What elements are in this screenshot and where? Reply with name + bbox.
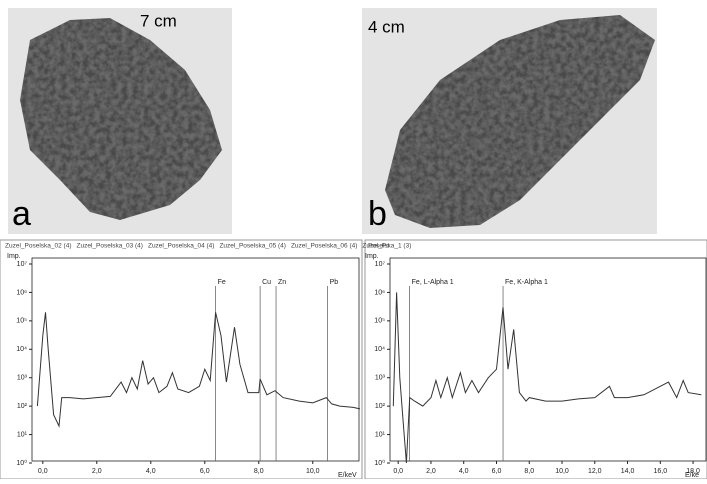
- x-tick-label: 2,0: [92, 468, 102, 475]
- y-axis-label: Imp.: [7, 253, 21, 260]
- x-tick-label: 0,0: [38, 468, 48, 475]
- tab-label: Zuzel_Poselska_02 (4): [5, 243, 71, 250]
- element-label: Fe, K-Alpha 1: [505, 279, 548, 286]
- x-tick-label: 6,0: [200, 468, 210, 475]
- y-tick-label: 10⁴: [374, 346, 385, 353]
- x-tick-label: 6,0: [492, 468, 502, 475]
- x-tick-label: 4,0: [459, 468, 469, 475]
- figure: 7 cm a 4 cm b Zuzel_Poselska_02 (4) Zuzel…: [0, 0, 707, 479]
- tab-label: Zuzel_Poselska_03 (4): [76, 243, 142, 250]
- x-tick-label: 8,0: [254, 468, 264, 475]
- x-tick-label: 12,0: [588, 468, 602, 475]
- element-label: Fe, L-Alpha 1: [412, 279, 454, 286]
- y-tick-label: 10⁰: [16, 459, 27, 467]
- y-tick-label: 10³: [375, 375, 386, 382]
- y-tick-label: 10⁵: [16, 318, 27, 325]
- y-tick-label: 10¹: [375, 431, 386, 438]
- x-tick-label: 4,0: [146, 468, 156, 475]
- y-tick-label: 10²: [375, 403, 386, 410]
- element-label: Cu: [262, 279, 271, 286]
- y-tick-label: 10⁴: [16, 346, 27, 353]
- x-tick-label: 10,0: [306, 468, 320, 475]
- x-tick-label: 10,0: [555, 468, 569, 475]
- y-tick-label: 10⁷: [375, 261, 386, 268]
- x-tick-label: 8,0: [524, 468, 534, 475]
- panel-label: b: [368, 195, 387, 233]
- scale-label: 7 cm: [140, 11, 177, 30]
- tab-label: Zuzel_Poselska_04 (4): [148, 243, 214, 250]
- y-tick-label: 10⁰: [374, 459, 385, 467]
- y-tick-label: 10³: [17, 375, 28, 382]
- tab-label: Zuzel_Poselska_05 (4): [219, 243, 285, 250]
- y-tick-label: 10²: [17, 403, 28, 410]
- element-label: Pb: [330, 279, 339, 286]
- x-tick-label: 16,0: [653, 468, 667, 475]
- tab-label: Zuzel_Poselska_06 (4): [291, 243, 357, 250]
- spectrum-panel: [365, 240, 707, 479]
- y-tick-label: 10¹: [17, 431, 28, 438]
- x-axis-label: E/keV: [338, 472, 357, 479]
- element-label: Fe: [218, 279, 226, 286]
- x-tick-label: 2,0: [426, 468, 436, 475]
- x-tick-label: 14,0: [621, 468, 635, 475]
- element-label: Zn: [278, 279, 286, 286]
- y-tick-label: 10⁶: [374, 289, 385, 296]
- spectrum-panel: [0, 240, 362, 479]
- y-axis-label: Imp.: [365, 253, 379, 260]
- y-tick-label: 10⁶: [16, 289, 27, 296]
- scale-label: 4 cm: [368, 17, 405, 36]
- y-tick-label: 10⁵: [374, 318, 385, 325]
- panel-label: a: [12, 195, 31, 233]
- tab-label: Poselska_1 (3): [368, 243, 411, 250]
- x-tick-label: 0,0: [393, 468, 403, 475]
- y-tick-label: 10⁷: [17, 261, 28, 268]
- x-tick-label: 18,0: [686, 468, 700, 475]
